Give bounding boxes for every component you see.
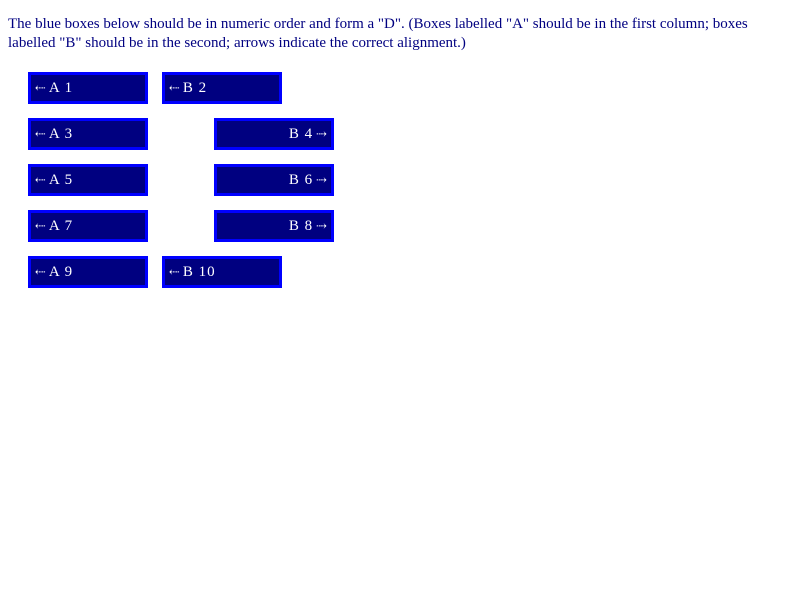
left-arrow-icon: ⇠ [35, 126, 46, 141]
left-arrow-icon: ⇠ [35, 172, 46, 187]
box-label: B 10 [182, 264, 216, 280]
instructions-text: The blue boxes below should be in numeri… [8, 16, 748, 51]
box-a3: ⇠ A 3 [28, 118, 148, 150]
left-arrow-icon: ⇠ [35, 218, 46, 233]
right-arrow-icon: ⇢ [316, 172, 327, 187]
left-arrow-icon: ⇠ [35, 264, 46, 279]
box-a1: ⇠ A 1 [28, 72, 148, 104]
box-b4: B 4 ⇢ [214, 118, 334, 150]
box-b8: B 8 ⇢ [214, 210, 334, 242]
box-label: A 5 [48, 172, 74, 188]
box-a7: ⇠ A 7 [28, 210, 148, 242]
box-label: B 2 [182, 80, 208, 96]
box-a5: ⇠ A 5 [28, 164, 148, 196]
box-label: B 8 [288, 218, 314, 234]
box-label: A 1 [48, 80, 74, 96]
right-arrow-icon: ⇢ [316, 126, 327, 141]
box-b2: ⇠ B 2 [162, 72, 282, 104]
box-label: A 7 [48, 218, 74, 234]
box-label: B 4 [288, 126, 314, 142]
box-label: B 6 [288, 172, 314, 188]
right-arrow-icon: ⇢ [316, 218, 327, 233]
box-b10: ⇠ B 10 [162, 256, 282, 288]
box-label: A 9 [48, 264, 74, 280]
left-arrow-icon: ⇠ [35, 80, 46, 95]
box-label: A 3 [48, 126, 74, 142]
box-a9: ⇠ A 9 [28, 256, 148, 288]
left-arrow-icon: ⇠ [169, 264, 180, 279]
box-b6: B 6 ⇢ [214, 164, 334, 196]
left-arrow-icon: ⇠ [169, 80, 180, 95]
